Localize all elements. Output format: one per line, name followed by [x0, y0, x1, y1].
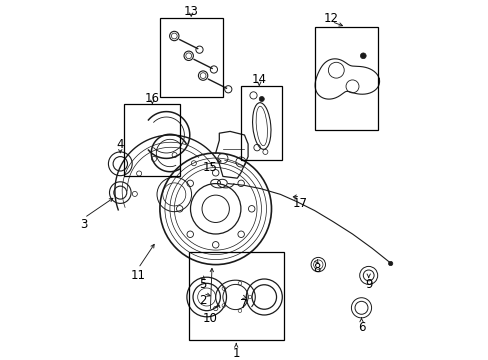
Text: 16: 16 [144, 93, 160, 105]
Bar [160, 18, 223, 97]
Bar [241, 86, 282, 160]
Text: 17: 17 [292, 197, 307, 210]
Text: 7: 7 [239, 298, 246, 311]
Bar [188, 252, 284, 340]
Text: 8: 8 [312, 262, 320, 275]
Text: 12: 12 [324, 12, 338, 24]
Text: 11: 11 [130, 269, 145, 282]
Text: 5: 5 [198, 278, 205, 291]
Text: 9: 9 [364, 278, 372, 291]
Text: 15: 15 [202, 161, 217, 174]
Text: 2: 2 [199, 294, 206, 307]
Bar [123, 104, 179, 176]
Text: 10: 10 [203, 312, 217, 325]
Text: 6: 6 [357, 321, 365, 334]
Bar [314, 27, 377, 130]
Text: 13: 13 [183, 5, 198, 18]
Text: 4: 4 [116, 138, 124, 150]
Text: 1: 1 [232, 347, 240, 360]
Circle shape [259, 96, 264, 102]
Text: 3: 3 [81, 219, 88, 231]
Text: 14: 14 [251, 73, 266, 86]
Circle shape [360, 53, 366, 59]
Circle shape [387, 261, 392, 266]
